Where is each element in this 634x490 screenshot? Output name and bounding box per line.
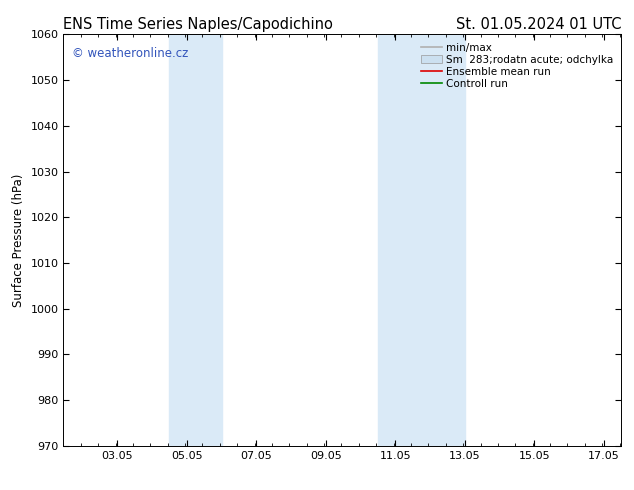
Text: © weatheronline.cz: © weatheronline.cz: [72, 47, 188, 60]
Text: St. 01.05.2024 01 UTC: St. 01.05.2024 01 UTC: [456, 17, 621, 32]
Bar: [378, 34, 465, 446]
Bar: [169, 34, 221, 446]
Legend: min/max, Sm  283;rodatn acute; odchylka, Ensemble mean run, Controll run: min/max, Sm 283;rodatn acute; odchylka, …: [418, 40, 616, 92]
Text: ENS Time Series Naples/Capodichino: ENS Time Series Naples/Capodichino: [63, 17, 333, 32]
Y-axis label: Surface Pressure (hPa): Surface Pressure (hPa): [12, 173, 25, 307]
